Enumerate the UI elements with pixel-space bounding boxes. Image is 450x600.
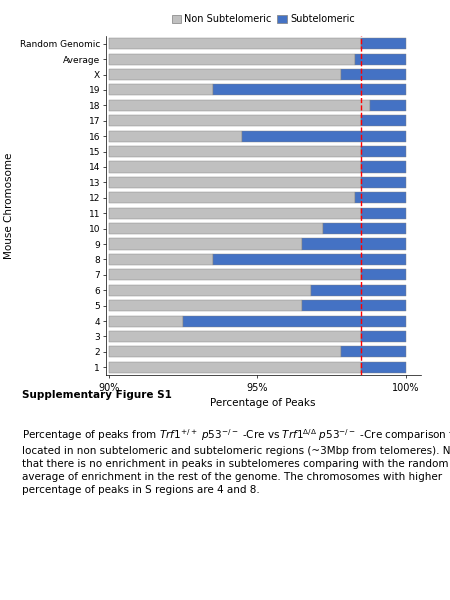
Bar: [361, 208, 406, 219]
Bar: [341, 346, 406, 358]
Bar: [109, 238, 302, 250]
Bar: [370, 100, 406, 111]
Bar: [243, 131, 406, 142]
Bar: [361, 146, 406, 157]
Bar: [109, 208, 361, 219]
Bar: [109, 269, 361, 280]
Bar: [356, 192, 406, 203]
Bar: [109, 161, 361, 173]
Bar: [109, 316, 183, 326]
Bar: [109, 177, 361, 188]
Bar: [361, 177, 406, 188]
Bar: [183, 316, 406, 326]
Bar: [109, 192, 356, 203]
Bar: [302, 238, 406, 250]
Bar: [109, 131, 243, 142]
Bar: [109, 331, 361, 342]
Bar: [361, 269, 406, 280]
Bar: [109, 38, 361, 49]
Bar: [109, 362, 361, 373]
Bar: [109, 53, 356, 65]
Bar: [361, 362, 406, 373]
Bar: [109, 100, 370, 111]
Bar: [356, 53, 406, 65]
Bar: [109, 254, 213, 265]
Bar: [361, 331, 406, 342]
Bar: [361, 115, 406, 126]
Y-axis label: Mouse Chromosome: Mouse Chromosome: [4, 152, 14, 259]
Bar: [109, 85, 213, 95]
Bar: [302, 300, 406, 311]
Bar: [361, 38, 406, 49]
Text: Supplementary Figure S1: Supplementary Figure S1: [22, 390, 172, 400]
Bar: [109, 285, 311, 296]
Bar: [109, 346, 341, 358]
Bar: [213, 85, 406, 95]
Legend: Non Subtelomeric, Subtelomeric: Non Subtelomeric, Subtelomeric: [168, 10, 359, 28]
Bar: [109, 146, 361, 157]
Bar: [341, 69, 406, 80]
X-axis label: Percentage of Peaks: Percentage of Peaks: [211, 398, 316, 408]
Bar: [323, 223, 406, 234]
Bar: [311, 285, 406, 296]
Bar: [109, 300, 302, 311]
Bar: [109, 223, 323, 234]
Bar: [109, 115, 361, 126]
Text: Percentage of peaks from $\it{Trf1}$$^{+/+}$ $\it{p53}$$^{-/-}$ -Cre vs $\it{Trf: Percentage of peaks from $\it{Trf1}$$^{+…: [22, 427, 450, 496]
Bar: [109, 69, 341, 80]
Bar: [361, 161, 406, 173]
Bar: [213, 254, 406, 265]
